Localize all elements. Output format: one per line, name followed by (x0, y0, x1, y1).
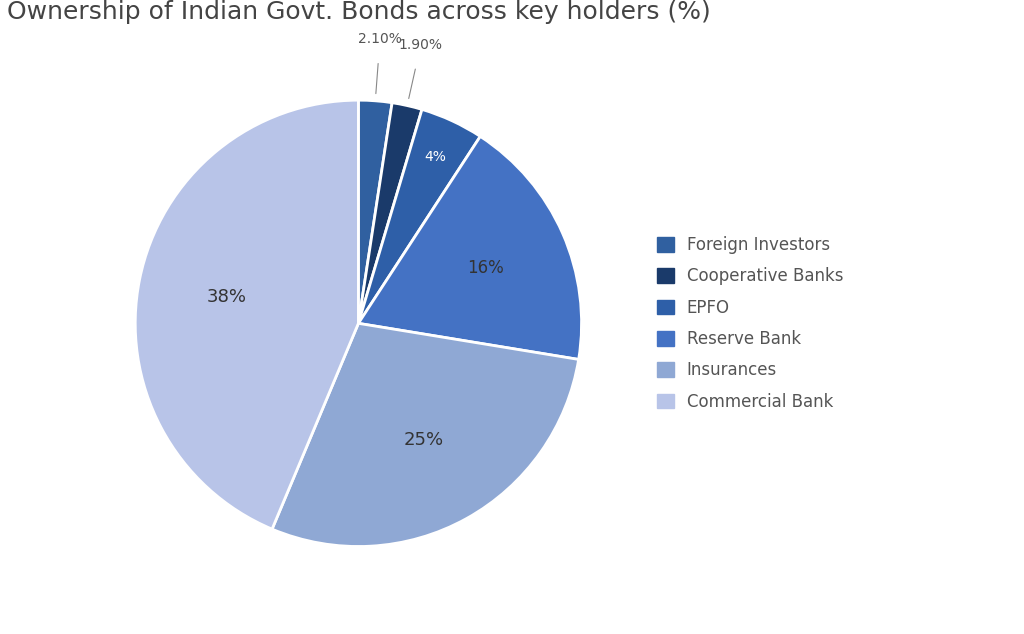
Wedge shape (358, 103, 422, 323)
Title: Ownership of Indian Govt. Bonds across key holders (%): Ownership of Indian Govt. Bonds across k… (6, 1, 711, 24)
Text: 25%: 25% (403, 432, 443, 450)
Text: 16%: 16% (467, 259, 504, 276)
Legend: Foreign Investors, Cooperative Banks, EPFO, Reserve Bank, Insurances, Commercial: Foreign Investors, Cooperative Banks, EP… (656, 236, 844, 411)
Text: 1.90%: 1.90% (398, 37, 442, 51)
Text: 4%: 4% (424, 150, 446, 164)
Wedge shape (135, 100, 358, 529)
Text: 38%: 38% (207, 288, 247, 306)
Wedge shape (358, 110, 480, 323)
Text: 2.10%: 2.10% (358, 32, 402, 46)
Wedge shape (272, 323, 579, 547)
Wedge shape (358, 136, 582, 359)
Wedge shape (358, 100, 392, 323)
